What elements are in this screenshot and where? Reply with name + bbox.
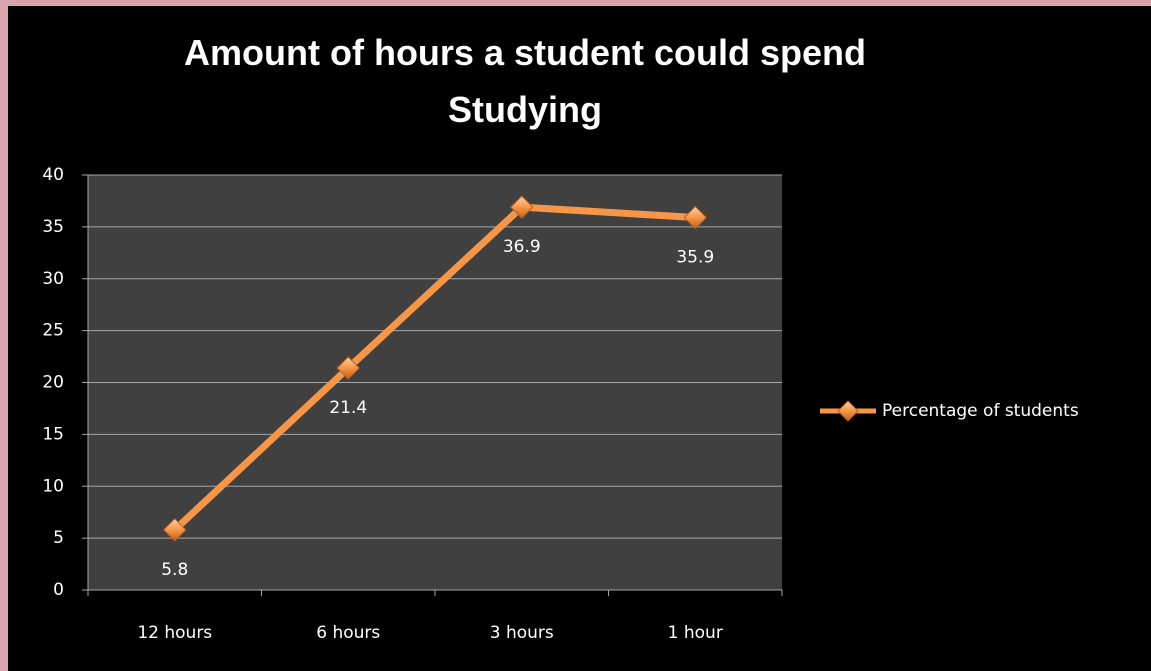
marker [510, 195, 534, 219]
marker [683, 205, 707, 230]
y-tick-label: 10 [42, 476, 64, 496]
data-label: 35.9 [676, 248, 714, 268]
legend-marker [837, 400, 859, 422]
marker [336, 356, 360, 380]
legend-label: Percentage of students [882, 401, 1079, 421]
line [172, 203, 696, 533]
marker [163, 518, 187, 542]
y-tick-label: 25 [42, 321, 64, 341]
data-label: 21.4 [329, 398, 367, 418]
y-tick-label: 40 [42, 165, 64, 185]
chart-title: Amount of hours a student could spend St… [184, 32, 866, 130]
data-label: 36.9 [503, 237, 541, 257]
x-tick-label: 12 hours [137, 623, 212, 643]
y-tick-label: 20 [42, 373, 64, 393]
x-tick-label: 6 hours [316, 623, 380, 643]
x-tick-label: 3 hours [490, 623, 554, 643]
data-label: 5.8 [161, 560, 188, 580]
y-tick-label: 15 [42, 424, 64, 444]
y-tick-label: 5 [53, 528, 64, 548]
y-tick-label: 0 [53, 580, 64, 600]
x-tick-label: 1 hour [668, 623, 723, 643]
y-tick-label: 30 [42, 269, 64, 289]
y-tick-label: 35 [42, 217, 64, 237]
